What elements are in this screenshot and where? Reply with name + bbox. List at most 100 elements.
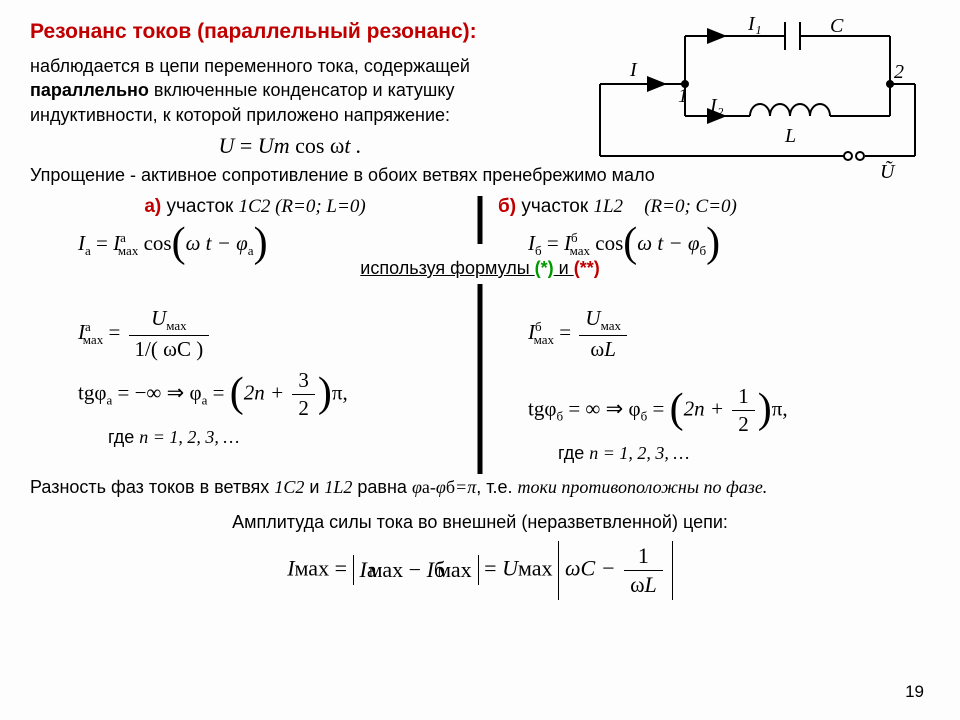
- ff-wLw: ω: [630, 572, 644, 597]
- intro-bold: параллельно: [30, 80, 149, 100]
- ff-eq2: =: [479, 555, 502, 580]
- circ-L: L: [784, 125, 796, 147]
- circ-I: I: [629, 59, 638, 81]
- circ-I2: I₂: [709, 95, 724, 117]
- conc-s2: 1L2: [324, 477, 352, 497]
- conc-phi1: φ: [412, 477, 422, 497]
- b-eq1-argsub: б: [699, 243, 706, 258]
- ff-frac: 1ωL: [624, 543, 663, 598]
- col-b-where: где n = 1, 2, 3, …: [558, 443, 912, 464]
- b-eq1-msub: мах: [570, 243, 590, 258]
- a-eq3-pre: =: [207, 380, 229, 404]
- vf-t: t .: [344, 133, 361, 158]
- two-columns: а) участок 1С2 (R=0; L=0) Iа = Iамах cos…: [30, 196, 930, 464]
- b-eq2-sub: мах: [534, 332, 554, 347]
- circ-U: Ũ: [880, 159, 896, 183]
- mid-note-star1: (*): [535, 258, 554, 279]
- b-eq2-num: U: [585, 306, 600, 330]
- column-a: а) участок 1С2 (R=0; L=0) Iа = Iамах cos…: [30, 196, 480, 464]
- col-a-letter: а): [144, 196, 161, 217]
- page-number: 19: [905, 682, 924, 702]
- ff-wLL: L: [645, 572, 657, 597]
- b-eq2-numsub: мах: [601, 318, 621, 333]
- ff-abs2: ωC − 1ωL: [558, 541, 673, 600]
- a-eq3-fd: 2: [292, 395, 315, 421]
- mid-note-star2: (**): [574, 258, 600, 279]
- circ-n1: 1: [678, 85, 688, 107]
- phase-conclusion: Разность фаз токов в ветвях 1С2 и 1L2 ра…: [30, 476, 930, 499]
- b-eq2-dw: ω: [590, 337, 604, 361]
- ff-U: U: [502, 555, 518, 580]
- ff-Ib-sub: мах: [437, 557, 472, 582]
- mid-note: используя формулы (*) и (**): [30, 258, 930, 279]
- a-eq1-I: I: [78, 231, 85, 255]
- a-eq2-den: 1/( ωC ): [129, 336, 210, 362]
- a-eq3-frac: 32: [292, 368, 315, 421]
- mid-note-text: используя формулы: [360, 258, 534, 278]
- a-eq1-cos: cos: [138, 231, 171, 255]
- col-a-label: участок: [161, 196, 238, 217]
- ff-Ia-sub: мах: [369, 557, 404, 582]
- col-a-eq2: Iамах = Uмах 1/( ωC ): [78, 306, 462, 362]
- a-eq2-num: U: [151, 306, 166, 330]
- ff-Ia: I: [360, 557, 367, 582]
- conc-minus: -φ: [430, 477, 446, 497]
- a-eq3-fn: 3: [292, 368, 315, 395]
- amplitude-label: Амплитуда силы тока во внешней (неразвет…: [30, 512, 930, 533]
- intro-l2: включенные конденсатор и катушку: [149, 80, 455, 100]
- ff-minus: −: [403, 557, 426, 582]
- a-eq2-frac: Uмах 1/( ωC ): [129, 306, 210, 362]
- a-eq3-inner: 2n +: [244, 380, 290, 404]
- col-b-label: участок: [516, 196, 593, 217]
- vf-m: m: [274, 133, 290, 158]
- col-a-head: а) участок 1С2 (R=0; L=0): [48, 196, 462, 218]
- circuit-diagram: I I₁ I₂ C L 1 2 Ũ: [590, 16, 930, 186]
- a-eq1-eq: =: [91, 231, 113, 255]
- circ-n2: 2: [894, 61, 904, 83]
- b-eq3-fd: 2: [732, 411, 755, 437]
- vf-eq: =: [234, 133, 257, 158]
- a-eq3-mid: = −∞ ⇒ φ: [112, 380, 201, 404]
- ff-Usub: мах: [518, 555, 553, 580]
- b-eq1-sub: б: [535, 243, 542, 258]
- conc-mid2: равна: [352, 477, 412, 497]
- conc-italic: токи противоположны по фазе.: [517, 477, 767, 497]
- ff-one: 1: [624, 543, 663, 571]
- b-eq3-pre: =: [647, 396, 669, 420]
- divider-top: [478, 196, 483, 244]
- b-eq3-fn: 1: [732, 384, 755, 411]
- intro-line3: индуктивности, к которой приложено напря…: [30, 105, 450, 125]
- conc-tail: , т.е.: [476, 477, 517, 497]
- a-eq1-arg: ω t − φ: [186, 231, 248, 255]
- col-b-letter: б): [498, 196, 516, 217]
- conc-mid: и: [304, 477, 324, 497]
- circ-C: C: [830, 16, 844, 37]
- b-eq3-mid: = ∞ ⇒ φ: [563, 396, 641, 420]
- conc-s1: 1С2: [274, 477, 304, 497]
- a-eq3-pi: π,: [332, 380, 348, 404]
- a-eq3-tg: tgφ: [78, 380, 106, 404]
- intro-text: наблюдается в цепи переменного тока, сод…: [30, 54, 540, 127]
- b-eq1-I: I: [528, 231, 535, 255]
- b-eq1-arg: ω t − φ: [637, 231, 699, 255]
- final-formula: Iмах = Iамах − Iбмах = Uмах ωC − 1ωL: [30, 541, 930, 600]
- ff-Ib: I: [427, 557, 434, 582]
- b-eq3-tg: tgφ: [528, 396, 556, 420]
- voltage-formula: U = Um cos ωt .: [30, 133, 550, 159]
- ff-eq: =: [329, 555, 352, 580]
- ff-abs1: Iамах − Iбмах: [353, 555, 479, 585]
- vf-U: U: [218, 133, 234, 158]
- b-where-n: n = 1, 2, 3, …: [589, 443, 689, 463]
- col-b-head: б) участок 1L2 (R=0; C=0): [498, 196, 912, 218]
- col-b-eq3: tgφб = ∞ ⇒ φб = (2n + 12)π,: [528, 384, 912, 437]
- a-eq2-numsub: мах: [166, 318, 186, 333]
- b-eq2-frac: Uмах ωL: [579, 306, 627, 362]
- column-b: б) участок 1L2 (R=0; C=0) Iб = Iбмах cos…: [480, 196, 930, 464]
- col-b-cond: (R=0; C=0): [644, 196, 737, 217]
- col-a-cond: (R=0; L=0): [270, 196, 365, 217]
- b-eq1-eq: =: [542, 231, 564, 255]
- divider-bottom: [478, 284, 483, 474]
- b-eq2-dL: L: [604, 337, 616, 361]
- a-where-n: n = 1, 2, 3, …: [139, 427, 239, 447]
- mid-note-and: и: [554, 258, 574, 278]
